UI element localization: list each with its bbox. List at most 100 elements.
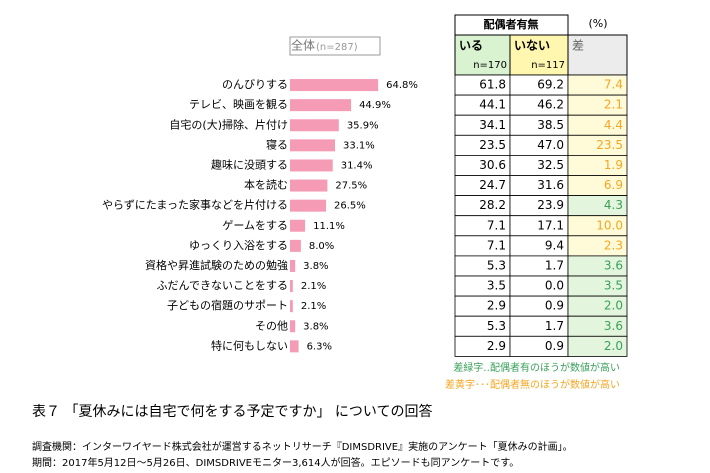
- value-label: 31.4%: [341, 160, 373, 171]
- unit-label: (%): [588, 17, 607, 30]
- bar: [290, 259, 296, 272]
- column-header: いる: [459, 39, 483, 53]
- cell-value: 24.7: [479, 178, 506, 192]
- cell-value: 5.3: [487, 319, 506, 333]
- cell-value: 1.7: [545, 319, 564, 333]
- cell-value: 38.5: [537, 118, 564, 132]
- cell-value: 0.9: [545, 339, 564, 353]
- value-label: 44.9%: [359, 100, 391, 111]
- cell-value: 61.8: [479, 78, 506, 92]
- cell-value: 69.2: [537, 78, 564, 92]
- cell-value: 34.1: [479, 118, 506, 132]
- column-n: n=170: [473, 60, 507, 71]
- value-label: 8.0%: [309, 241, 334, 252]
- category-label: ゲームをする: [222, 219, 288, 232]
- cell-value: 2.0: [604, 299, 623, 313]
- cell-value: 3.6: [604, 258, 623, 272]
- column-header: いない: [514, 39, 550, 53]
- category-label: その他: [255, 319, 288, 332]
- cell-value: 4.4: [604, 118, 623, 132]
- series-n: (n=287): [316, 42, 358, 53]
- bar: [290, 139, 336, 152]
- category-label: のんびりする: [222, 78, 288, 91]
- cell-value: 2.9: [487, 339, 506, 353]
- bar: [290, 340, 299, 353]
- cell-value: 2.1: [604, 98, 623, 112]
- cell-value: 23.9: [537, 198, 564, 212]
- cell-value: 31.6: [537, 178, 564, 192]
- value-label: 11.1%: [313, 221, 345, 232]
- cell-value: 6.9: [604, 178, 623, 192]
- cell: [567, 335, 628, 357]
- category-label: やらずにたまった家事などを片付ける: [102, 198, 288, 212]
- cell-value: 2.3: [604, 238, 623, 252]
- column-header: 差: [572, 39, 584, 53]
- category-label: 資格や昇進試験のための勉強: [145, 258, 288, 272]
- category-label: 寝る: [266, 137, 288, 151]
- category-label: 自宅の(大)掃除、片付け: [169, 117, 288, 131]
- bar: [290, 119, 339, 132]
- value-label: 26.5%: [334, 201, 366, 212]
- group-header: 配偶者有無: [484, 17, 539, 31]
- category-label: 子どもの宿題のサポート: [167, 298, 288, 312]
- value-label: 35.9%: [347, 120, 379, 131]
- source: 調査機関：インターワイヤード株式会社が運営するネットリサーチ『DIMSDRIVE…: [32, 440, 573, 453]
- cell-value: 5.3: [487, 258, 506, 272]
- bar: [290, 320, 296, 333]
- category-label: 趣味に没頭する: [211, 157, 288, 171]
- cell-value: 0.0: [545, 279, 564, 293]
- cell-value: 0.9: [545, 299, 564, 313]
- value-label: 64.8%: [386, 80, 418, 91]
- cell-value: 47.0: [537, 138, 564, 152]
- bar: [290, 99, 352, 112]
- cell-value: 44.1: [479, 98, 506, 112]
- cell-value: 28.2: [479, 198, 506, 212]
- column-n: n=117: [531, 60, 565, 71]
- bar: [290, 199, 327, 212]
- cell-value: 7.1: [487, 238, 506, 252]
- source: 期間：2017年5月12日～5月26日、DIMSDRIVEモニター3,614人が…: [32, 456, 519, 469]
- cell-value: 7.1: [487, 218, 506, 232]
- value-label: 33.1%: [343, 140, 375, 151]
- cell-value: 4.3: [604, 198, 623, 212]
- category-label: ゆっくり入浴をする: [189, 239, 288, 252]
- cell-value: 3.6: [604, 319, 623, 333]
- cell-value: 17.1: [537, 218, 564, 232]
- value-label: 27.5%: [335, 181, 367, 192]
- category-label: 特に何もしない: [211, 338, 288, 352]
- value-label: 2.1%: [301, 281, 326, 292]
- bar: [290, 280, 293, 293]
- cell-value: 7.4: [604, 78, 623, 92]
- value-label: 3.8%: [303, 321, 328, 332]
- value-label: 6.3%: [307, 341, 332, 352]
- series-box: [289, 36, 381, 56]
- value-label: 2.1%: [301, 301, 326, 312]
- cell-value: 32.5: [537, 158, 564, 172]
- category-label: ふだんできないことをする: [157, 279, 288, 292]
- cell-value: 23.5: [596, 138, 623, 152]
- cell-value: 3.5: [604, 279, 623, 293]
- category-label: 本を読む: [244, 178, 288, 192]
- bar: [290, 219, 306, 232]
- bar: [290, 79, 379, 92]
- cell-value: 9.4: [545, 238, 564, 252]
- cell-value: 1.7: [545, 258, 564, 272]
- bar: [290, 179, 328, 192]
- cell-value: 46.2: [537, 98, 564, 112]
- column-header-cell: [567, 34, 628, 76]
- value-label: 3.8%: [303, 261, 328, 272]
- cell-value: 10.0: [596, 218, 623, 232]
- bar: [290, 239, 301, 252]
- cell-value: 2.9: [487, 299, 506, 313]
- caption: 表７ 「夏休みには自宅で何をする予定ですか」 についての回答: [32, 403, 432, 420]
- bar: [290, 300, 293, 313]
- cell-value: 2.0: [604, 339, 623, 353]
- category-label: テレビ、映画を観る: [189, 97, 288, 111]
- series-name: 全体: [291, 38, 315, 53]
- note: 差緑字‥配偶者有のほうが数値が高い: [453, 361, 620, 374]
- bar: [290, 159, 333, 172]
- note: 差黄字･･･配偶者無のほうが数値が高い: [445, 378, 620, 391]
- cell-value: 30.6: [479, 158, 506, 172]
- cell-value: 1.9: [604, 158, 623, 172]
